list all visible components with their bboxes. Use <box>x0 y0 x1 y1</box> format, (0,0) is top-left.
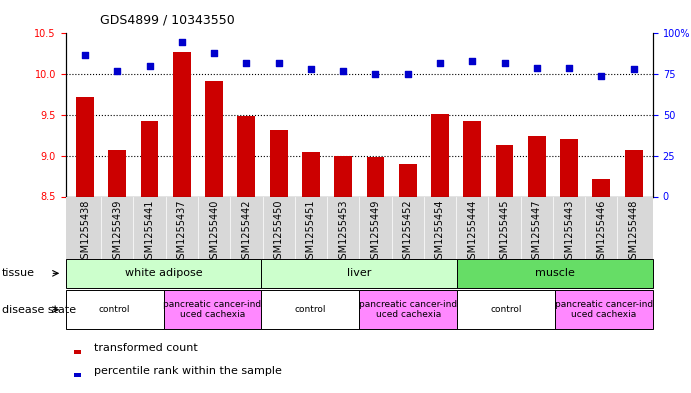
Text: GSM1255454: GSM1255454 <box>435 200 445 265</box>
Point <box>435 60 446 66</box>
Point <box>112 68 123 74</box>
Bar <box>261 259 457 288</box>
Text: GSM1255439: GSM1255439 <box>112 200 122 265</box>
Bar <box>555 290 653 329</box>
Bar <box>457 259 653 288</box>
Bar <box>592 178 610 196</box>
Point <box>370 71 381 77</box>
Bar <box>66 259 261 288</box>
Bar <box>108 150 126 196</box>
Point <box>499 60 510 66</box>
Bar <box>560 139 578 196</box>
Text: GSM1255446: GSM1255446 <box>596 200 607 265</box>
Point <box>209 50 220 56</box>
Bar <box>334 156 352 196</box>
Bar <box>464 121 481 196</box>
Point <box>176 39 187 45</box>
Bar <box>76 97 94 196</box>
Text: pancreatic cancer-ind
uced cachexia: pancreatic cancer-ind uced cachexia <box>555 300 653 320</box>
Bar <box>359 290 457 329</box>
Text: liver: liver <box>347 268 372 278</box>
Point <box>144 63 155 69</box>
Point <box>79 51 91 58</box>
Point <box>466 58 477 64</box>
Bar <box>457 290 555 329</box>
Text: GSM1255440: GSM1255440 <box>209 200 219 265</box>
Bar <box>261 290 359 329</box>
Text: tissue: tissue <box>2 268 35 278</box>
Bar <box>431 114 449 196</box>
Bar <box>75 373 81 377</box>
Text: GSM1255448: GSM1255448 <box>629 200 638 265</box>
Text: GSM1255442: GSM1255442 <box>241 200 252 265</box>
Point <box>596 73 607 79</box>
Point <box>241 60 252 66</box>
Bar <box>75 350 81 354</box>
Bar <box>528 136 546 196</box>
Text: percentile rank within the sample: percentile rank within the sample <box>94 366 282 376</box>
Text: control: control <box>491 305 522 314</box>
Bar <box>625 150 643 196</box>
Text: GSM1255444: GSM1255444 <box>467 200 477 265</box>
Bar <box>238 116 255 196</box>
Text: GSM1255445: GSM1255445 <box>500 200 509 265</box>
Bar <box>141 121 158 196</box>
Text: white adipose: white adipose <box>124 268 202 278</box>
Text: control: control <box>99 305 131 314</box>
Point <box>338 68 349 74</box>
Text: muscle: muscle <box>535 268 575 278</box>
Bar <box>367 156 384 196</box>
Bar <box>205 81 223 196</box>
Text: control: control <box>294 305 326 314</box>
Text: GSM1255443: GSM1255443 <box>564 200 574 265</box>
Bar <box>173 52 191 196</box>
Text: transformed count: transformed count <box>94 343 198 353</box>
Text: GSM1255447: GSM1255447 <box>532 200 542 265</box>
Text: GSM1255438: GSM1255438 <box>80 200 90 265</box>
Text: pancreatic cancer-ind
uced cachexia: pancreatic cancer-ind uced cachexia <box>163 300 262 320</box>
Text: GSM1255450: GSM1255450 <box>274 200 283 265</box>
Point <box>531 64 542 71</box>
Text: disease state: disease state <box>2 305 76 315</box>
Bar <box>66 290 164 329</box>
Text: GSM1255449: GSM1255449 <box>370 200 381 265</box>
Point <box>564 64 575 71</box>
Point <box>273 60 284 66</box>
Text: pancreatic cancer-ind
uced cachexia: pancreatic cancer-ind uced cachexia <box>359 300 457 320</box>
Point <box>402 71 413 77</box>
Text: GSM1255437: GSM1255437 <box>177 200 187 265</box>
Bar <box>399 164 417 196</box>
Point <box>305 66 316 72</box>
Bar <box>164 290 261 329</box>
Text: GSM1255452: GSM1255452 <box>403 200 413 265</box>
Bar <box>269 130 287 196</box>
Text: GSM1255441: GSM1255441 <box>144 200 155 265</box>
Text: GSM1255453: GSM1255453 <box>338 200 348 265</box>
Bar <box>302 152 320 196</box>
Text: GSM1255451: GSM1255451 <box>306 200 316 265</box>
Point <box>628 66 639 72</box>
Bar <box>495 145 513 196</box>
Text: GDS4899 / 10343550: GDS4899 / 10343550 <box>100 14 235 27</box>
